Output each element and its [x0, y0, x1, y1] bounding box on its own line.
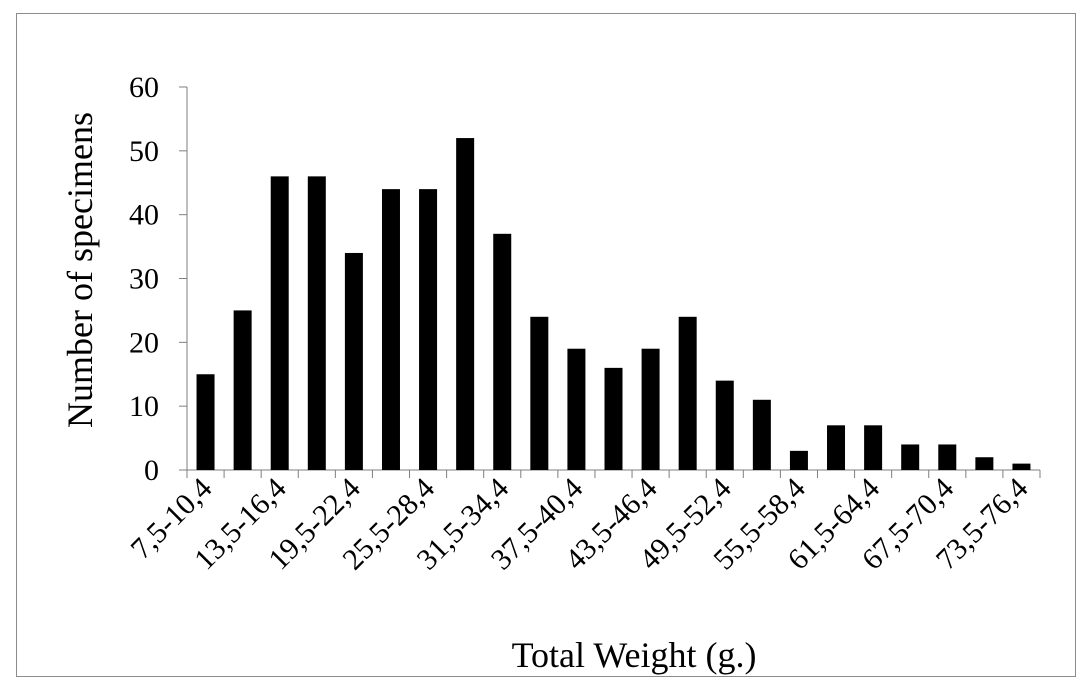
bar [270, 176, 289, 470]
bar [493, 233, 512, 470]
y-tick-label: 30 [129, 263, 159, 296]
bar [604, 367, 623, 470]
bar [975, 457, 994, 470]
y-tick-label: 20 [129, 326, 159, 359]
y-tick-label: 60 [129, 71, 159, 104]
x-axis: 7,5-10,413,5-16,419,5-22,425,5-28,431,5-… [124, 469, 1041, 576]
y-tick-label: 10 [129, 390, 159, 423]
bar [938, 444, 957, 470]
bar [419, 189, 438, 470]
y-tick-label: 50 [129, 135, 159, 168]
bar [715, 380, 734, 470]
bar [567, 348, 586, 470]
bar [678, 316, 697, 470]
bar [827, 425, 846, 470]
bars [196, 138, 1031, 471]
bar [530, 316, 549, 470]
y-tick-label: 40 [129, 199, 159, 232]
bar [901, 444, 920, 470]
bar [789, 450, 808, 470]
bar [233, 310, 252, 470]
bar [1012, 463, 1031, 470]
bar [864, 425, 883, 470]
bar [641, 348, 660, 470]
y-axis-title: Number of specimens [60, 112, 100, 428]
bar [196, 374, 215, 470]
y-tick-label: 0 [144, 454, 159, 487]
bar [307, 176, 326, 470]
bar [752, 399, 771, 470]
bar [456, 138, 475, 471]
bar [344, 252, 363, 470]
y-axis: 0 10 20 30 40 50 60 [129, 71, 188, 487]
bar [381, 189, 400, 470]
x-axis-title: Total Weight (g.) [512, 635, 757, 675]
